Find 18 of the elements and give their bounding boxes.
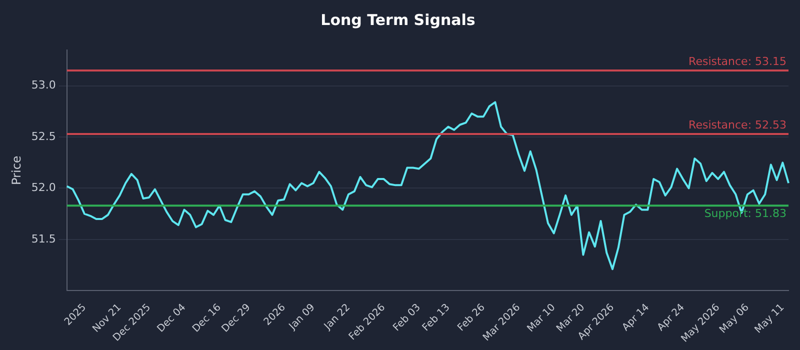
x-tick-label: Dec 04: [155, 302, 188, 335]
y-axis-title: Price: [9, 156, 24, 185]
x-tick-label: Dec 29: [220, 302, 253, 335]
ref-line-label: Support: 51.83: [704, 207, 787, 220]
y-tick-label: 52.5: [31, 130, 56, 143]
x-tick-label: Jan 22: [322, 302, 352, 333]
y-tick-label: 53.0: [31, 78, 56, 92]
chart-title: Long Term Signals: [320, 10, 476, 29]
y-tick-label: 51.5: [31, 232, 56, 246]
x-tick-label: Feb 13: [420, 302, 452, 334]
x-tick-label: Apr 24: [656, 302, 687, 334]
x-tick-label: Jan 09: [286, 302, 318, 333]
y-tick-label: 52.0: [31, 181, 56, 194]
x-tick-label: Apr 14: [620, 302, 652, 334]
ref-line-label: Resistance: 52.53: [688, 118, 787, 132]
ref-line-label: Resistance: 53.15: [688, 54, 787, 68]
x-tick-label: Feb 03: [391, 302, 423, 334]
x-tick-label: Feb 26: [456, 302, 488, 334]
